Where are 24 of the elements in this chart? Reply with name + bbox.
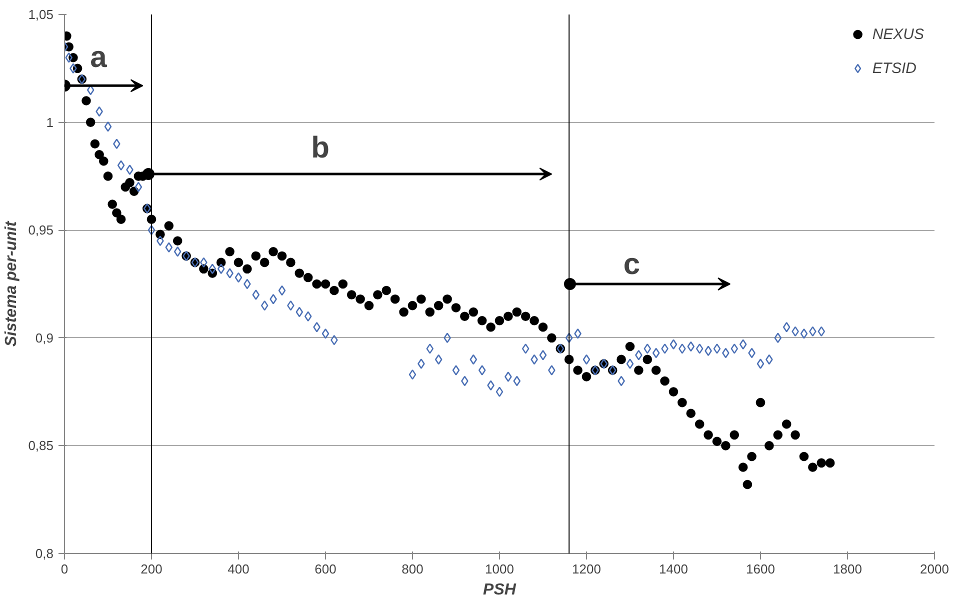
x-tick-label: 1400 [659, 562, 688, 576]
annotation: a [90, 41, 108, 74]
x-tick-label: 0 [60, 562, 68, 576]
y-tick-label: 1 [46, 114, 54, 130]
x-tick-label: 1600 [746, 562, 775, 576]
annotation: c [623, 248, 640, 282]
y-tick-label: 0,85 [28, 438, 54, 454]
x-tick-label: 800 [402, 562, 424, 576]
x-tick-label: 200 [140, 562, 162, 576]
x-tick-label: 400 [228, 562, 250, 576]
legend-label: ETSID [872, 60, 916, 76]
y-tick-label: 0,9 [35, 330, 54, 346]
y-tick-label: 0,95 [28, 222, 54, 238]
y-tick-label: 0,8 [35, 546, 54, 561]
legend-label: NEXUS [872, 26, 924, 42]
x-tick-label: 1800 [833, 562, 862, 576]
x-tick-label: 1200 [572, 562, 601, 576]
annotation: b [311, 132, 330, 165]
y-axis-title: Sistema per-unit [3, 220, 20, 347]
y-tick-label: 1,05 [28, 7, 54, 22]
x-tick-label: 2000 [920, 562, 949, 576]
x-tick-label: 600 [314, 562, 336, 576]
x-axis-title: PSH [483, 582, 516, 598]
x-tick-label: 1000 [485, 562, 514, 576]
